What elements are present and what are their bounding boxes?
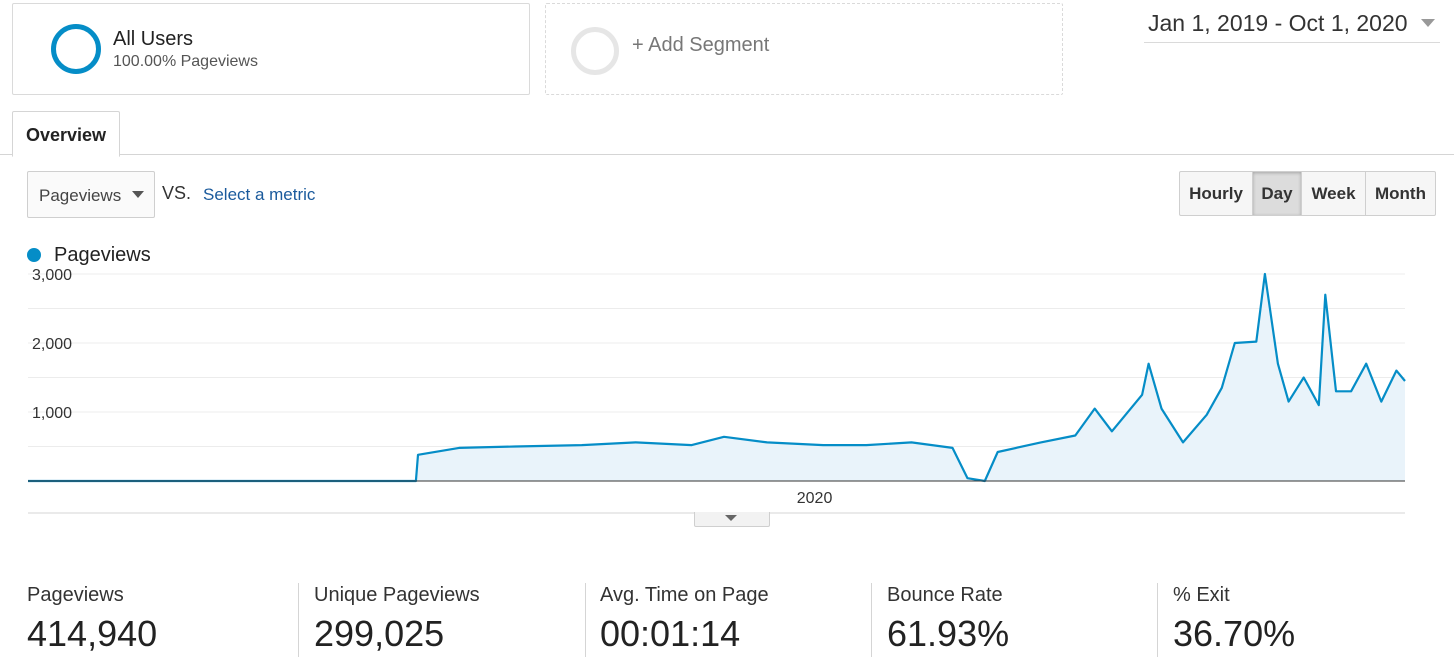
tab-overview-label: Overview: [26, 125, 107, 145]
chevron-down-icon: [725, 515, 737, 521]
scorecard-value: 414,940: [27, 613, 158, 654]
segment-all-users[interactable]: All Users 100.00% Pageviews: [12, 3, 530, 95]
pageviews-chart[interactable]: 3,000 2,000 1,000 2020: [0, 260, 1454, 520]
scorecard-value: 00:01:14: [600, 613, 741, 654]
segment-ring-icon: [51, 24, 101, 74]
select-metric-link[interactable]: Select a metric: [203, 185, 316, 204]
scorecard-divider: [871, 583, 872, 657]
tab-divider: [0, 154, 1454, 155]
scorecard-avg-time-on-page[interactable]: Avg. Time on Page 00:01:14: [600, 583, 860, 657]
month-label: Month: [1375, 183, 1426, 203]
scorecard-divider: [1157, 583, 1158, 657]
add-segment-button[interactable]: + Add Segment: [545, 3, 1063, 95]
date-range-text: Jan 1, 2019 - Oct 1, 2020: [1148, 10, 1408, 36]
vs-label: VS.: [162, 183, 192, 203]
scorecard-pageviews[interactable]: Pageviews 414,940: [27, 583, 287, 657]
scorecard-divider: [298, 583, 299, 657]
y-tick-label: 3,000: [32, 267, 72, 284]
week-button[interactable]: Week: [1301, 171, 1366, 216]
scorecard-unique-pageviews[interactable]: Unique Pageviews 299,025: [314, 583, 574, 657]
day-button[interactable]: Day: [1252, 171, 1302, 216]
y-tick-label: 2,000: [32, 336, 72, 353]
hourly-button[interactable]: Hourly: [1179, 171, 1253, 216]
empty-segment-ring-icon: [571, 27, 619, 75]
series-legend-label: Pageviews: [54, 244, 151, 266]
scorecard-value: 61.93%: [887, 613, 1010, 654]
date-range-picker[interactable]: Jan 1, 2019 - Oct 1, 2020: [1144, 6, 1440, 43]
pageviews-series-line: [28, 272, 1406, 483]
tab-overview[interactable]: Overview: [12, 111, 120, 157]
scorecard-label: Avg. Time on Page: [600, 584, 769, 606]
chart-collapse-toggle[interactable]: [694, 512, 770, 527]
scorecard-label: % Exit: [1173, 584, 1230, 606]
scorecard-divider: [585, 583, 586, 657]
metric-dropdown-label: Pageviews: [39, 186, 122, 205]
segment-title: All Users: [113, 28, 194, 50]
metric-dropdown[interactable]: Pageviews: [27, 171, 155, 218]
scorecard-value: 36.70%: [1173, 613, 1296, 654]
scorecard-exit-rate[interactable]: % Exit 36.70%: [1173, 583, 1433, 657]
month-button[interactable]: Month: [1365, 171, 1436, 216]
scorecard-label: Unique Pageviews: [314, 584, 480, 606]
segment-subtitle: 100.00% Pageviews: [113, 53, 258, 70]
scorecard-value: 299,025: [314, 613, 445, 654]
scorecard-label: Bounce Rate: [887, 584, 1003, 606]
week-label: Week: [1311, 183, 1356, 203]
day-label: Day: [1261, 183, 1293, 203]
x-tick-label: 2020: [797, 490, 833, 507]
hourly-label: Hourly: [1189, 183, 1243, 203]
chevron-down-icon: [1421, 19, 1435, 27]
y-tick-label: 1,000: [32, 405, 72, 422]
scorecard-label: Pageviews: [27, 584, 124, 606]
series-legend-dot: [27, 248, 41, 262]
scorecard-bounce-rate[interactable]: Bounce Rate 61.93%: [887, 583, 1147, 657]
chevron-down-icon: [132, 191, 144, 198]
add-segment-label: + Add Segment: [632, 34, 770, 56]
